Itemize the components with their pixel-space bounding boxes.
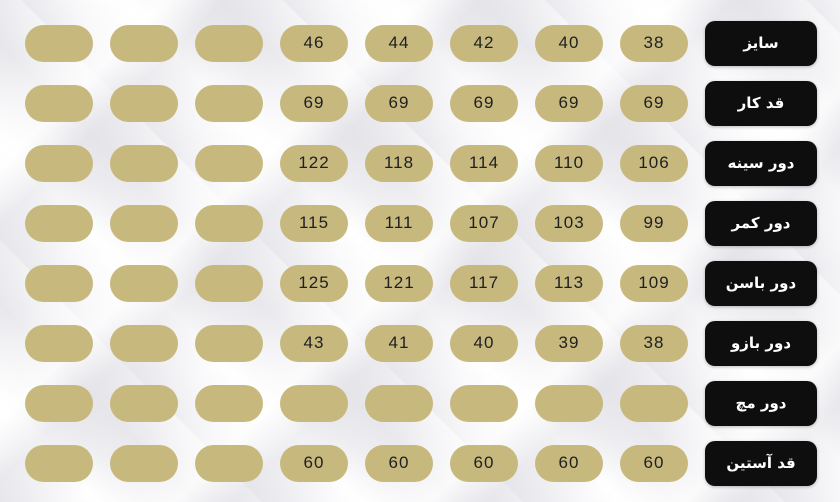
empty-pill xyxy=(110,84,178,122)
value-pill: 106 xyxy=(620,144,688,182)
value-pill: 107 xyxy=(450,204,518,242)
value-pill: 121 xyxy=(365,264,433,302)
empty-pill xyxy=(25,24,93,62)
empty-pill xyxy=(110,144,178,182)
value-pill: 60 xyxy=(450,444,518,482)
row-label: سایز xyxy=(705,20,817,66)
empty-pill xyxy=(195,84,263,122)
empty-pill xyxy=(110,324,178,362)
empty-pill xyxy=(110,204,178,242)
value-pill: 110 xyxy=(535,144,603,182)
empty-pill xyxy=(535,384,603,422)
row-label: دور کمر xyxy=(705,200,817,246)
row-label: دور بازو xyxy=(705,320,817,366)
value-pill: 69 xyxy=(280,84,348,122)
empty-pill xyxy=(25,444,93,482)
row-label: دور مچ xyxy=(705,380,817,426)
row-label: قد کار xyxy=(705,80,817,126)
value-pill: 42 xyxy=(450,24,518,62)
empty-pill xyxy=(620,384,688,422)
value-pill: 118 xyxy=(365,144,433,182)
value-pill: 99 xyxy=(620,204,688,242)
value-pill: 111 xyxy=(365,204,433,242)
empty-pill xyxy=(195,24,263,62)
value-pill: 69 xyxy=(450,84,518,122)
value-pill: 125 xyxy=(280,264,348,302)
value-pill: 60 xyxy=(620,444,688,482)
empty-pill xyxy=(280,384,348,422)
value-pill: 39 xyxy=(535,324,603,362)
table-row: 60 60 60 60 60 قد آستین xyxy=(25,433,817,493)
table-row: 122 118 114 110 106 دور سینه xyxy=(25,133,817,193)
empty-pill xyxy=(110,384,178,422)
empty-pill xyxy=(25,384,93,422)
empty-pill xyxy=(195,264,263,302)
empty-pill xyxy=(25,264,93,302)
value-pill: 38 xyxy=(620,324,688,362)
value-pill: 44 xyxy=(365,24,433,62)
value-pill: 113 xyxy=(535,264,603,302)
empty-pill xyxy=(365,384,433,422)
value-pill: 60 xyxy=(280,444,348,482)
empty-pill xyxy=(25,324,93,362)
table-row: 46 44 42 40 38 سایز xyxy=(25,13,817,73)
value-pill: 60 xyxy=(535,444,603,482)
value-pill: 117 xyxy=(450,264,518,302)
value-pill: 122 xyxy=(280,144,348,182)
empty-pill xyxy=(195,324,263,362)
empty-pill xyxy=(195,144,263,182)
table-row: 125 121 117 113 109 دور باسن xyxy=(25,253,817,313)
empty-pill xyxy=(25,84,93,122)
value-pill: 69 xyxy=(620,84,688,122)
table-row: 69 69 69 69 69 قد کار xyxy=(25,73,817,133)
value-pill: 103 xyxy=(535,204,603,242)
value-pill: 69 xyxy=(365,84,433,122)
value-pill: 38 xyxy=(620,24,688,62)
value-pill: 43 xyxy=(280,324,348,362)
value-pill: 60 xyxy=(365,444,433,482)
table-row: دور مچ xyxy=(25,373,817,433)
value-pill: 46 xyxy=(280,24,348,62)
empty-pill xyxy=(195,444,263,482)
empty-pill xyxy=(195,204,263,242)
empty-pill xyxy=(195,384,263,422)
table-row: 115 111 107 103 99 دور کمر xyxy=(25,193,817,253)
table-row: 43 41 40 39 38 دور بازو xyxy=(25,313,817,373)
empty-pill xyxy=(110,264,178,302)
value-pill: 114 xyxy=(450,144,518,182)
row-label: دور سینه xyxy=(705,140,817,186)
value-pill: 115 xyxy=(280,204,348,242)
empty-pill xyxy=(25,144,93,182)
value-pill: 40 xyxy=(535,24,603,62)
empty-pill xyxy=(450,384,518,422)
value-pill: 41 xyxy=(365,324,433,362)
value-pill: 40 xyxy=(450,324,518,362)
empty-pill xyxy=(110,24,178,62)
empty-pill xyxy=(25,204,93,242)
row-label: قد آستین xyxy=(705,440,817,486)
row-label: دور باسن xyxy=(705,260,817,306)
value-pill: 109 xyxy=(620,264,688,302)
value-pill: 69 xyxy=(535,84,603,122)
empty-pill xyxy=(110,444,178,482)
